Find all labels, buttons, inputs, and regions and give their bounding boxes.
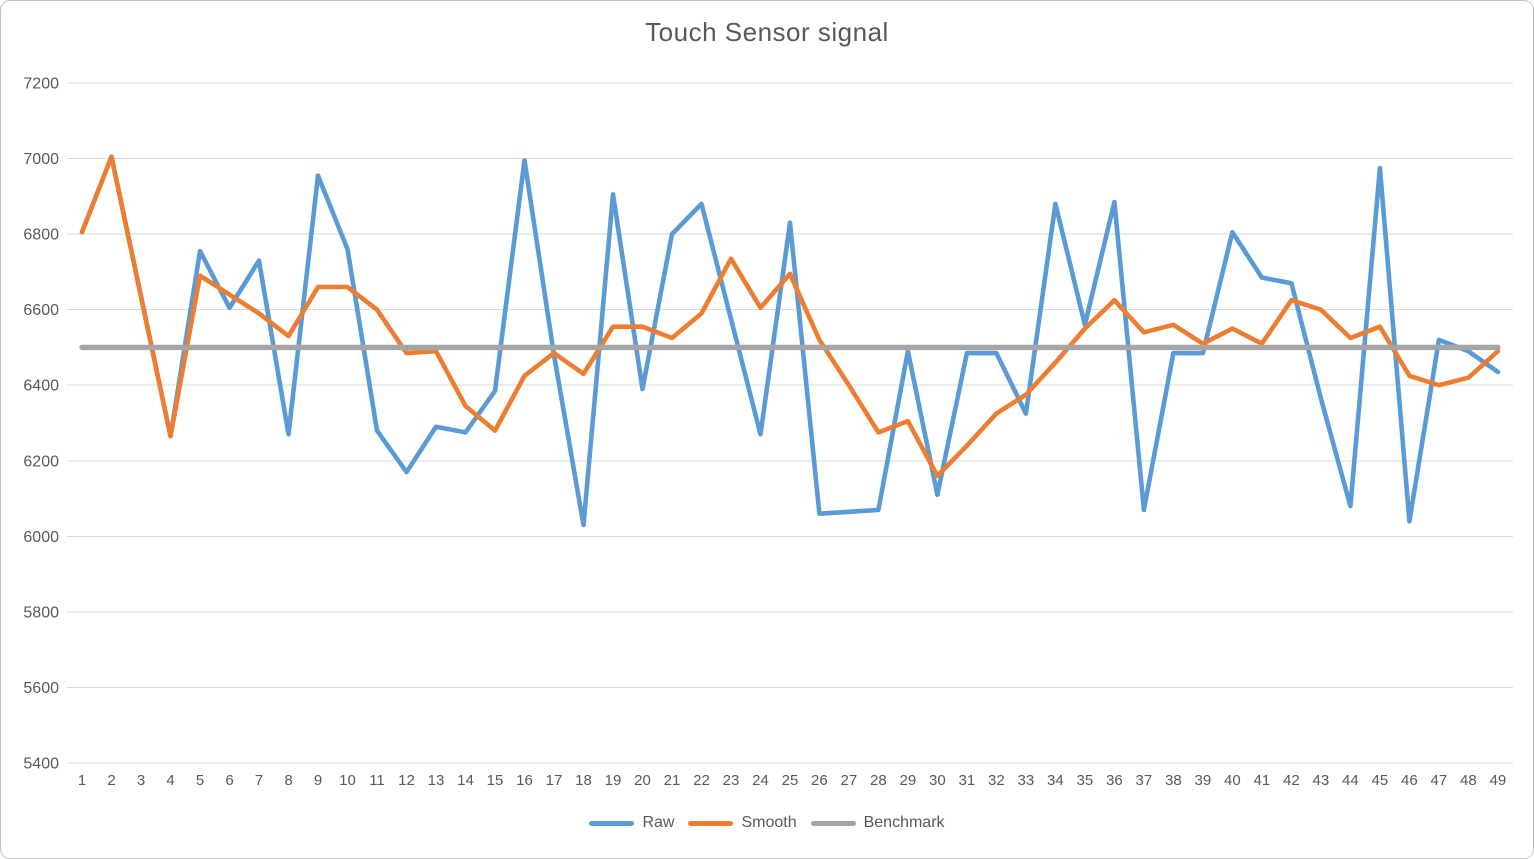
- x-tick-label: 10: [339, 772, 356, 789]
- y-tick-label: 6000: [23, 529, 59, 546]
- y-tick-label: 5400: [23, 756, 59, 773]
- x-tick-label: 1: [78, 772, 86, 789]
- legend-item-raw[interactable]: Raw: [589, 814, 674, 832]
- x-tick-label: 33: [1018, 772, 1035, 789]
- x-tick-label: 21: [664, 772, 681, 789]
- x-tick-label: 32: [988, 772, 1005, 789]
- x-tick-label: 23: [723, 772, 740, 789]
- x-tick-label: 4: [166, 772, 174, 789]
- x-tick-label: 30: [929, 772, 946, 789]
- x-tick-label: 42: [1283, 772, 1300, 789]
- y-tick-label: 7200: [23, 76, 59, 93]
- benchmark-series-swatch-icon: [810, 820, 856, 826]
- legend-item-smooth[interactable]: Smooth: [688, 814, 797, 832]
- smooth-series-swatch-icon: [688, 820, 734, 826]
- x-tick-label: 3: [137, 772, 145, 789]
- x-tick-label: 14: [457, 772, 474, 789]
- y-tick-label: 7000: [23, 151, 59, 168]
- legend-label-smooth: Smooth: [741, 814, 797, 831]
- smooth-series-line[interactable]: [79, 154, 1501, 479]
- x-tick-label: 36: [1106, 772, 1123, 789]
- y-tick-label: 6600: [23, 302, 59, 319]
- x-tick-label: 13: [428, 772, 445, 789]
- x-tick-label: 8: [284, 772, 292, 789]
- y-tick-label: 6800: [23, 227, 59, 244]
- x-tick-label: 19: [605, 772, 622, 789]
- y-gridlines: [67, 82, 1513, 764]
- x-tick-label: 2: [107, 772, 115, 789]
- x-tick-label: 45: [1372, 772, 1389, 789]
- raw-series-line[interactable]: [79, 154, 1501, 528]
- x-tick-label: 26: [811, 772, 828, 789]
- x-axis-labels: 1 2 3 4 5 6 7 8 9 10 11 12 13 14 15 16 17 18 19 20 21 22 23 24 2…: [78, 772, 1506, 789]
- x-tick-label: 12: [398, 772, 415, 789]
- x-tick-label: 9: [314, 772, 322, 789]
- legend-item-benchmark[interactable]: Benchmark: [810, 814, 945, 832]
- y-axis-labels: 7200 7000 6800 6600 6400 6200 6000 5800 5600 5400: [23, 76, 59, 773]
- x-tick-label: 37: [1136, 772, 1153, 789]
- x-tick-label: 24: [752, 772, 769, 789]
- y-tick-label: 5800: [23, 604, 59, 621]
- x-tick-label: 7: [255, 772, 263, 789]
- x-tick-label: 20: [634, 772, 651, 789]
- x-tick-label: 11: [369, 772, 385, 789]
- x-tick-label: 38: [1165, 772, 1182, 789]
- x-tick-label: 49: [1490, 772, 1507, 789]
- y-tick-label: 6200: [23, 453, 59, 470]
- x-tick-label: 46: [1401, 772, 1418, 789]
- x-tick-label: 28: [870, 772, 887, 789]
- legend-label-raw: Raw: [642, 814, 675, 831]
- x-tick-label: 40: [1224, 772, 1241, 789]
- x-tick-label: 31: [959, 772, 976, 789]
- x-tick-label: 44: [1342, 772, 1359, 789]
- x-tick-label: 5: [196, 772, 204, 789]
- x-tick-label: 16: [516, 772, 533, 789]
- x-tick-label: 22: [693, 772, 710, 789]
- x-tick-label: 35: [1077, 772, 1094, 789]
- x-tick-label: 29: [900, 772, 917, 789]
- y-tick-label: 5600: [23, 680, 59, 697]
- raw-series-swatch-icon: [589, 820, 635, 826]
- chart-legend: Raw Smooth Benchmark: [1, 814, 1533, 832]
- y-tick-label: 6400: [23, 378, 59, 395]
- x-tick-label: 15: [487, 772, 504, 789]
- chart-title: Touch Sensor signal: [645, 17, 889, 47]
- x-tick-label: 34: [1047, 772, 1064, 789]
- x-tick-label: 27: [841, 772, 858, 789]
- x-tick-label: 18: [575, 772, 592, 789]
- x-tick-label: 25: [782, 772, 799, 789]
- x-tick-label: 48: [1460, 772, 1477, 789]
- x-tick-label: 17: [546, 772, 563, 789]
- x-tick-label: 47: [1431, 772, 1448, 789]
- x-tick-label: 39: [1195, 772, 1212, 789]
- x-tick-label: 6: [225, 772, 233, 789]
- legend-label-benchmark: Benchmark: [863, 814, 945, 831]
- x-tick-label: 41: [1254, 772, 1271, 789]
- x-tick-label: 43: [1313, 772, 1330, 789]
